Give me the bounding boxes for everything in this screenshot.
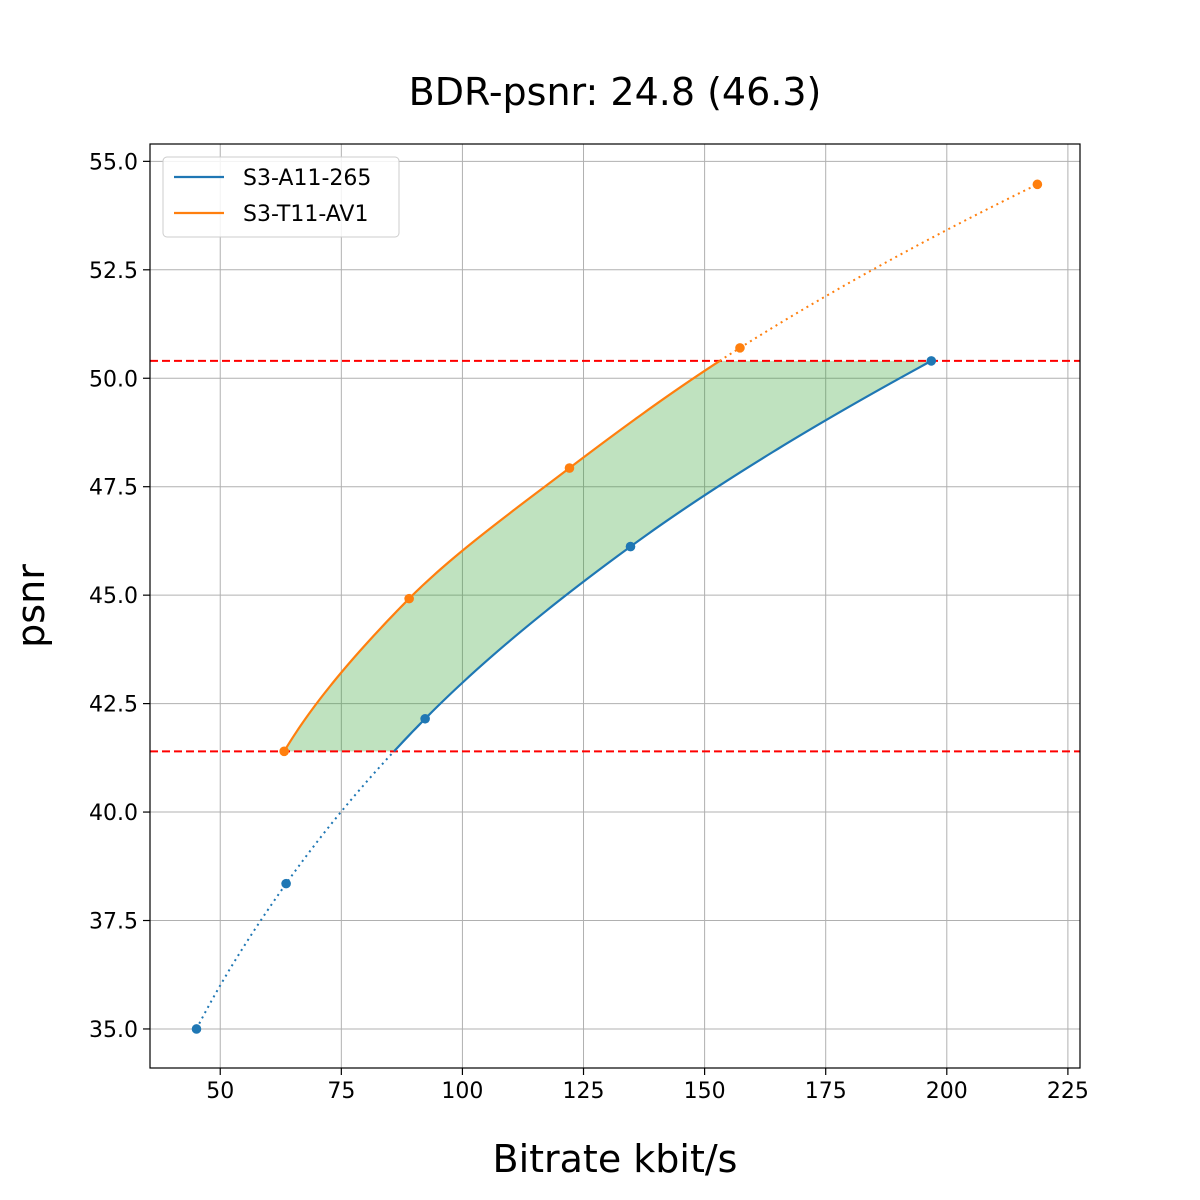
x-tick-label-6: 200 [926,1079,968,1104]
legend: S3-A11-265 S3-T11-AV1 [162,156,400,238]
y-axis-label: psnr [9,564,53,648]
x-tick-label-0: 50 [206,1079,234,1104]
axes-layer: 50 75 100 125 150 175 200 225 35.0 37.5 40.0 42.5 45… [89,143,1089,1104]
x-tick-label-1: 75 [327,1079,355,1104]
chart-title: BDR-psnr: 24.8 (46.3) [409,70,822,114]
bdr-fill-area [284,360,932,752]
reference-lines [150,359,1080,753]
y-tick-label-3: 42.5 [89,693,138,718]
y-tick-label-2: 40.0 [89,801,138,826]
series-0-line [393,359,932,753]
y-tick-label-4: 45.0 [89,584,138,609]
grid-layer [150,144,1080,1068]
series-0-point-3 [625,541,636,552]
y-tick-label-0: 35.0 [89,1018,138,1043]
y-tick-label-6: 50.0 [89,367,138,392]
legend-label-0: S3-A11-265 [243,166,371,191]
x-tick-label-5: 175 [805,1079,847,1104]
series-1-point-1 [404,593,414,604]
series-1-point-4 [1032,179,1043,190]
series-0-dotted-low [195,750,395,1030]
y-tick-label-1: 37.5 [89,910,138,935]
series-0-point-4 [926,356,937,366]
series-0-point-1 [281,878,291,889]
y-tick-label-5: 47.5 [89,476,138,501]
series-0-point-2 [420,713,430,724]
x-axis-label: Bitrate kbit/s [493,1137,738,1181]
series-1-point-2 [564,463,575,473]
fill-layer [284,360,932,752]
series-1-dotted-high [719,183,1038,362]
series-0-point-0 [191,1024,202,1034]
legend-label-1: S3-T11-AV1 [243,202,368,227]
y-tick-label-7: 52.5 [89,259,138,284]
series-layer [191,179,1043,1034]
y-tick-label-8: 55.0 [89,150,138,175]
series-1-point-3 [735,343,745,353]
plot-frame [149,143,1081,1069]
x-tick-label-3: 125 [563,1079,605,1104]
x-tick-label-7: 225 [1047,1079,1089,1104]
x-tick-label-4: 150 [684,1079,726,1104]
x-tick-label-2: 100 [441,1079,483,1104]
series-1-line [283,359,721,752]
series-1-point-0 [279,746,289,757]
